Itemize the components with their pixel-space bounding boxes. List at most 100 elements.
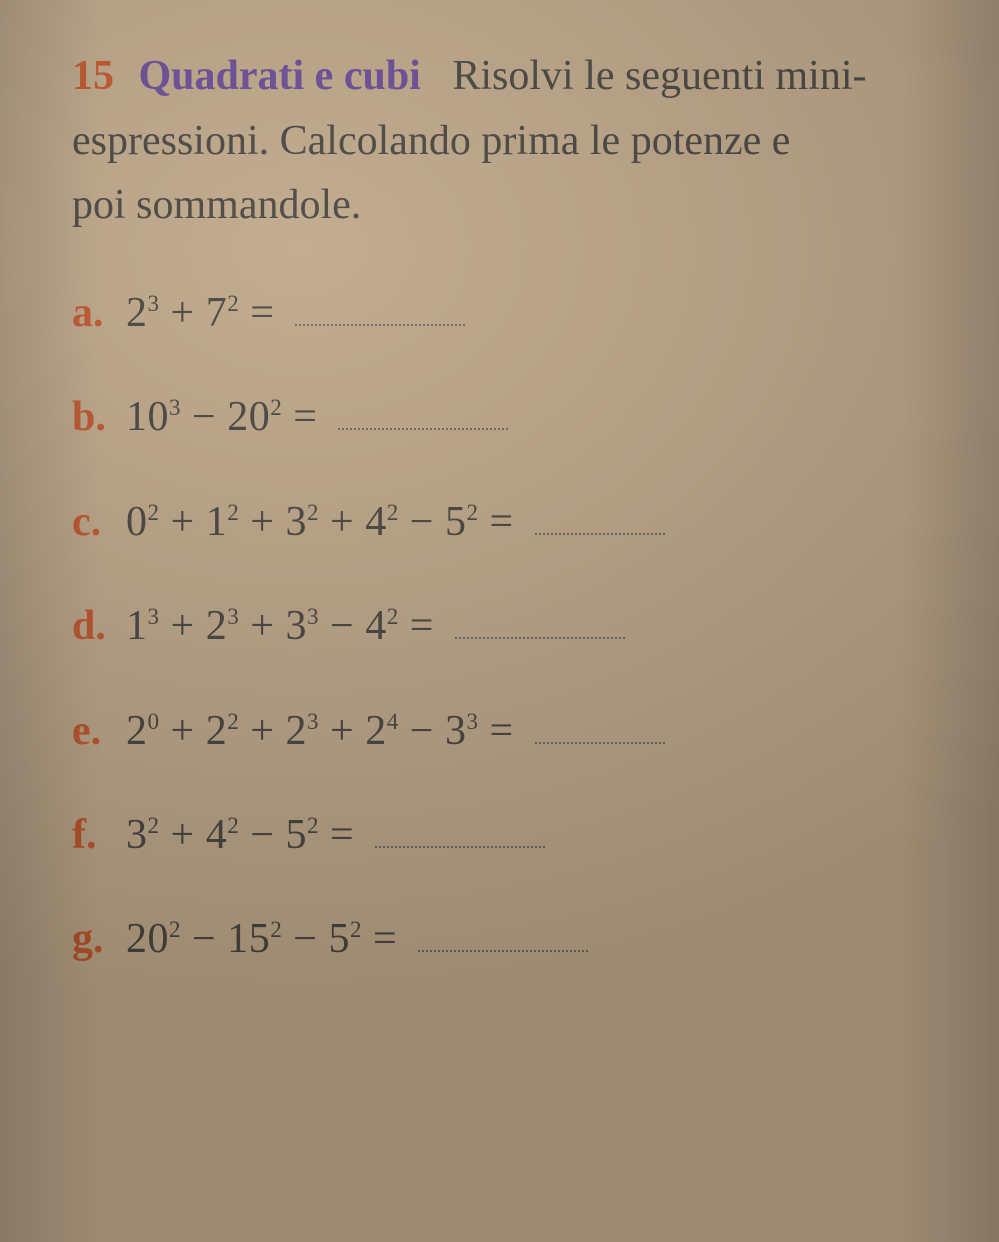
operator: + [160, 290, 206, 336]
exercise-heading: 15 Quadrati e cubi Risolvi le seguenti m… [72, 48, 959, 105]
power-exponent: 2 [307, 499, 319, 525]
power-base: 10 [126, 394, 169, 440]
exercise-item: a.23 + 72 = [72, 288, 959, 338]
power-base: 5 [285, 812, 307, 858]
answer-blank[interactable] [295, 307, 465, 326]
item-expression: 202 − 152 − 52 = [126, 914, 588, 964]
operator: = [239, 290, 285, 336]
power-base: 5 [445, 499, 467, 545]
item-expression: 02 + 12 + 32 + 42 − 52 = [126, 497, 665, 547]
instruction-part-1: Risolvi le seguenti mini- [452, 53, 866, 99]
operator: + [239, 603, 285, 649]
operator: − [399, 499, 445, 545]
operator: = [362, 916, 408, 962]
power-exponent: 3 [227, 603, 239, 629]
power-exponent: 2 [169, 916, 181, 942]
power-exponent: 3 [307, 603, 319, 629]
power-base: 1 [206, 499, 228, 545]
exercise-item: g.202 − 152 − 52 = [72, 914, 959, 964]
power-base: 4 [365, 499, 387, 545]
power-base: 15 [227, 916, 270, 962]
operator: − [181, 916, 227, 962]
power-exponent: 2 [227, 290, 239, 316]
power-exponent: 2 [350, 916, 362, 942]
power-exponent: 3 [466, 708, 478, 734]
power-base: 20 [126, 916, 169, 962]
power-exponent: 2 [466, 499, 478, 525]
item-letter: c. [72, 497, 126, 547]
answer-blank[interactable] [338, 412, 508, 431]
exercise-number: 15 [72, 53, 114, 99]
power-base: 5 [328, 916, 350, 962]
item-letter: e. [72, 706, 126, 756]
operator: = [478, 708, 524, 754]
operator: = [478, 499, 524, 545]
item-expression: 13 + 23 + 33 − 42 = [126, 601, 625, 651]
power-base: 2 [365, 708, 387, 754]
instruction-part-2: espressioni. Calcolando prima le potenze… [72, 113, 959, 170]
power-exponent: 2 [148, 499, 160, 525]
power-exponent: 4 [387, 708, 399, 734]
operator: + [319, 708, 365, 754]
exercise-item: b.103 − 202 = [72, 392, 959, 442]
power-base: 3 [285, 603, 307, 649]
power-exponent: 2 [148, 812, 160, 838]
power-base: 2 [126, 290, 148, 336]
power-exponent: 2 [227, 499, 239, 525]
operator: = [399, 603, 445, 649]
power-exponent: 3 [307, 708, 319, 734]
exercise-title: Quadrati e cubi [139, 53, 421, 99]
power-base: 20 [227, 394, 270, 440]
power-exponent: 3 [148, 603, 160, 629]
exercise-item: d.13 + 23 + 33 − 42 = [72, 601, 959, 651]
power-exponent: 2 [270, 916, 282, 942]
answer-blank[interactable] [535, 725, 665, 744]
answer-blank[interactable] [418, 934, 588, 953]
power-base: 3 [285, 499, 307, 545]
answer-blank[interactable] [535, 516, 665, 535]
power-base: 7 [206, 290, 228, 336]
item-letter: g. [72, 914, 126, 964]
item-letter: f. [72, 810, 126, 860]
item-letter: d. [72, 601, 126, 651]
operator: + [239, 499, 285, 545]
power-exponent: 3 [169, 394, 181, 420]
power-exponent: 3 [148, 290, 160, 316]
answer-blank[interactable] [375, 829, 545, 848]
power-base: 3 [126, 812, 148, 858]
power-base: 2 [206, 708, 228, 754]
power-base: 3 [445, 708, 467, 754]
item-letter: b. [72, 392, 126, 442]
operator: + [239, 708, 285, 754]
power-base: 0 [126, 499, 148, 545]
power-exponent: 2 [227, 708, 239, 734]
operator: − [399, 708, 445, 754]
operator: + [319, 499, 365, 545]
operator: + [160, 499, 206, 545]
power-exponent: 2 [387, 499, 399, 525]
operator: = [319, 812, 365, 858]
operator: + [160, 708, 206, 754]
power-base: 4 [206, 812, 228, 858]
power-base: 2 [285, 708, 307, 754]
power-exponent: 2 [307, 812, 319, 838]
answer-blank[interactable] [455, 620, 625, 639]
operator: = [282, 394, 328, 440]
operator: + [160, 603, 206, 649]
operator: − [181, 394, 227, 440]
item-expression: 103 − 202 = [126, 392, 508, 442]
power-exponent: 2 [270, 394, 282, 420]
power-exponent: 2 [387, 603, 399, 629]
power-base: 4 [365, 603, 387, 649]
power-base: 1 [126, 603, 148, 649]
power-base: 2 [206, 603, 228, 649]
power-exponent: 0 [148, 708, 160, 734]
instruction-part-3: poi sommandole. [72, 177, 959, 234]
power-base: 2 [126, 708, 148, 754]
item-expression: 23 + 72 = [126, 288, 465, 338]
exercise-item: e.20 + 22 + 23 + 24 − 33 = [72, 706, 959, 756]
operator: − [319, 603, 365, 649]
item-expression: 20 + 22 + 23 + 24 − 33 = [126, 706, 665, 756]
operator: − [239, 812, 285, 858]
operator: − [282, 916, 328, 962]
